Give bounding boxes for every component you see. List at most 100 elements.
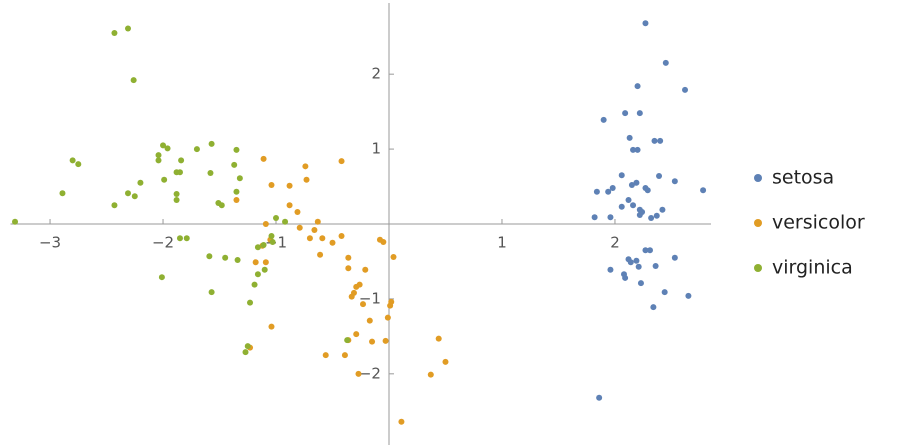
data-point <box>75 161 82 168</box>
data-point <box>634 83 641 90</box>
data-point <box>303 176 310 183</box>
data-point <box>609 185 616 192</box>
data-point <box>644 187 651 194</box>
data-point <box>618 203 625 210</box>
data-point <box>642 247 649 254</box>
data-point <box>111 202 118 209</box>
data-point <box>125 25 132 32</box>
data-point <box>208 140 215 147</box>
data-point <box>356 281 363 288</box>
data-point <box>607 214 614 221</box>
data-point <box>652 262 659 269</box>
data-point <box>345 254 352 261</box>
data-point <box>111 29 118 36</box>
data-point <box>222 254 229 261</box>
data-point <box>662 59 669 66</box>
data-point <box>286 202 293 209</box>
data-point <box>651 137 658 144</box>
data-point <box>234 256 241 263</box>
data-point <box>251 281 258 288</box>
data-point <box>269 238 276 245</box>
data-point <box>671 254 678 261</box>
data-point <box>353 331 360 338</box>
legend-label: versicolor <box>772 212 865 234</box>
data-point <box>685 292 692 299</box>
data-point <box>233 188 240 195</box>
data-point <box>176 169 183 176</box>
data-point <box>268 182 275 189</box>
data-point <box>639 209 646 216</box>
data-point <box>369 338 376 345</box>
x-tick-label: −1 <box>265 234 287 252</box>
x-tick-label: −2 <box>152 234 174 252</box>
data-point <box>233 146 240 153</box>
legend-marker <box>754 174 762 182</box>
data-point <box>384 314 391 321</box>
data-point <box>160 142 167 149</box>
y-tick-label: −2 <box>359 364 381 382</box>
data-point <box>12 218 19 225</box>
data-point <box>345 265 352 272</box>
data-point <box>282 218 289 225</box>
data-point <box>273 215 280 222</box>
data-point <box>322 352 329 359</box>
data-point <box>236 175 243 182</box>
data-point <box>131 193 138 200</box>
data-point <box>231 161 238 168</box>
legend: setosa versicolor virginica <box>754 167 865 279</box>
data-point <box>427 371 434 378</box>
data-point <box>646 247 653 254</box>
data-point <box>622 274 629 281</box>
data-point <box>650 304 657 311</box>
data-point <box>637 280 644 287</box>
data-point <box>380 238 387 245</box>
data-point <box>262 221 269 227</box>
data-point <box>329 239 336 246</box>
data-point <box>593 188 600 195</box>
data-point <box>254 244 261 251</box>
data-point <box>382 337 389 344</box>
legend-label: setosa <box>772 167 834 189</box>
data-point <box>700 187 707 194</box>
data-point <box>360 301 367 308</box>
data-point <box>355 370 362 377</box>
data-point <box>661 289 668 296</box>
plot-area: −3 −2 −1 1 2−2−112 <box>10 3 711 445</box>
data-point <box>59 190 66 197</box>
data-point <box>398 418 405 425</box>
data-point <box>130 77 137 84</box>
data-point <box>636 110 643 117</box>
data-point <box>164 145 171 152</box>
x-tick-label: −3 <box>39 234 61 252</box>
data-point <box>155 152 162 159</box>
data-point <box>344 337 351 344</box>
data-point <box>605 188 612 195</box>
data-point <box>607 266 614 273</box>
data-point <box>656 173 663 180</box>
data-point <box>633 179 640 186</box>
y-tick-label: 1 <box>371 140 381 158</box>
data-point <box>302 163 309 170</box>
data-point <box>634 146 641 153</box>
data-point <box>306 235 313 242</box>
data-point <box>137 179 144 186</box>
data-point <box>682 86 689 93</box>
legend-marker <box>754 219 762 227</box>
data-point <box>233 197 240 204</box>
data-point <box>254 271 261 278</box>
data-point <box>208 289 215 296</box>
data-point <box>338 232 345 239</box>
data-point <box>252 259 259 266</box>
data-point <box>294 209 301 216</box>
data-point <box>591 214 598 221</box>
data-point <box>207 170 214 177</box>
data-point <box>218 202 225 209</box>
data-point <box>69 157 76 164</box>
data-point <box>596 394 603 401</box>
data-point <box>630 146 637 153</box>
x-tick-label: 1 <box>497 234 507 252</box>
data-point <box>350 289 357 296</box>
data-point <box>338 158 345 165</box>
data-point <box>362 266 369 273</box>
data-point <box>247 299 254 306</box>
